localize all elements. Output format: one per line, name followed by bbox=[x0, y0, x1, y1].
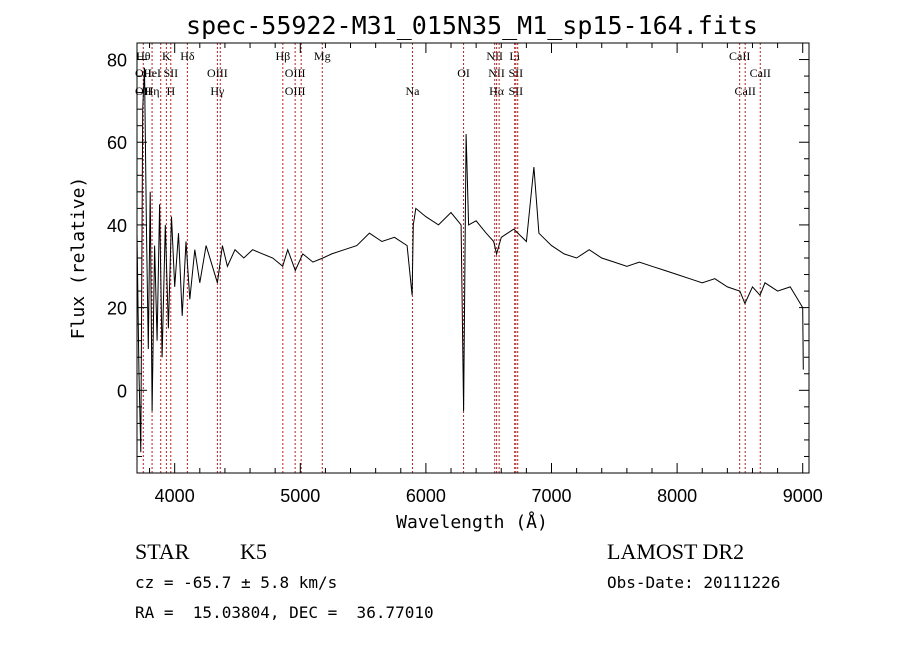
emission-line-label: OI bbox=[457, 66, 470, 80]
x-tick-label: 7000 bbox=[531, 486, 571, 506]
axes: 4000 5000 6000 7000 8000 9000 0 20 40 60 80 bbox=[107, 42, 823, 506]
emission-line-label: NII bbox=[488, 66, 505, 80]
emission-line-markers: HθOIIOIIHeIHηKSIIHHδOIIIHγHβOIIIOIIIMgNa… bbox=[135, 43, 771, 473]
emission-line-label: OIII bbox=[285, 84, 306, 98]
emission-line-label: CaII bbox=[729, 49, 750, 63]
emission-line-label: NII bbox=[486, 49, 503, 63]
observation-date: Obs-Date: 20111226 bbox=[607, 573, 781, 592]
y-tick-label: 0 bbox=[117, 381, 127, 401]
redshift-value: cz = -65.7 ± 5.8 km/s bbox=[135, 573, 338, 592]
emission-line-label: K bbox=[162, 49, 171, 63]
y-tick-label: 60 bbox=[107, 133, 127, 153]
spectrum-line bbox=[136, 67, 804, 453]
y-tick-label: 20 bbox=[107, 299, 127, 319]
emission-line-label: Hβ bbox=[275, 49, 290, 63]
chart-title: spec-55922-M31_015N35_M1_sp15-164.fits bbox=[186, 11, 758, 40]
y-tick-label: 80 bbox=[107, 51, 127, 71]
x-tick-label: 4000 bbox=[155, 486, 195, 506]
emission-line-label: Mg bbox=[314, 49, 331, 63]
emission-line-label: CaII bbox=[750, 66, 771, 80]
object-subclass: K5 bbox=[240, 539, 267, 564]
x-tick-label: 8000 bbox=[657, 486, 697, 506]
coordinates: RA = 15.03804, DEC = 36.77010 bbox=[135, 603, 434, 622]
emission-line-label: CaII bbox=[735, 84, 756, 98]
emission-line-label: Hδ bbox=[180, 49, 195, 63]
emission-line-label: H bbox=[166, 84, 175, 98]
y-tick-label: 40 bbox=[107, 216, 127, 236]
object-class: STAR bbox=[135, 539, 190, 564]
emission-line-label: Hθ bbox=[136, 49, 151, 63]
emission-line-label: SII bbox=[508, 84, 523, 98]
emission-line-label: HeI bbox=[143, 66, 161, 80]
emission-line-label: SII bbox=[508, 66, 523, 80]
x-tick-label: 6000 bbox=[406, 486, 446, 506]
x-tick-label: 5000 bbox=[280, 486, 320, 506]
x-tick-label: 9000 bbox=[783, 486, 823, 506]
emission-line-label: Li bbox=[509, 49, 520, 63]
emission-line-label: Hη bbox=[145, 84, 160, 98]
x-axis-label: Wavelength (Å) bbox=[396, 511, 548, 533]
y-axis-label: Flux (relative) bbox=[68, 177, 89, 340]
emission-line-label: Na bbox=[405, 84, 420, 98]
emission-line-label: Hγ bbox=[210, 84, 225, 98]
emission-line-label: Hα bbox=[489, 84, 505, 98]
survey-name: LAMOST DR2 bbox=[607, 539, 745, 564]
plot-frame bbox=[136, 42, 810, 474]
emission-line-label: SII bbox=[163, 66, 178, 80]
emission-line-label: OIII bbox=[285, 66, 306, 80]
emission-line-label: OIII bbox=[207, 66, 228, 80]
